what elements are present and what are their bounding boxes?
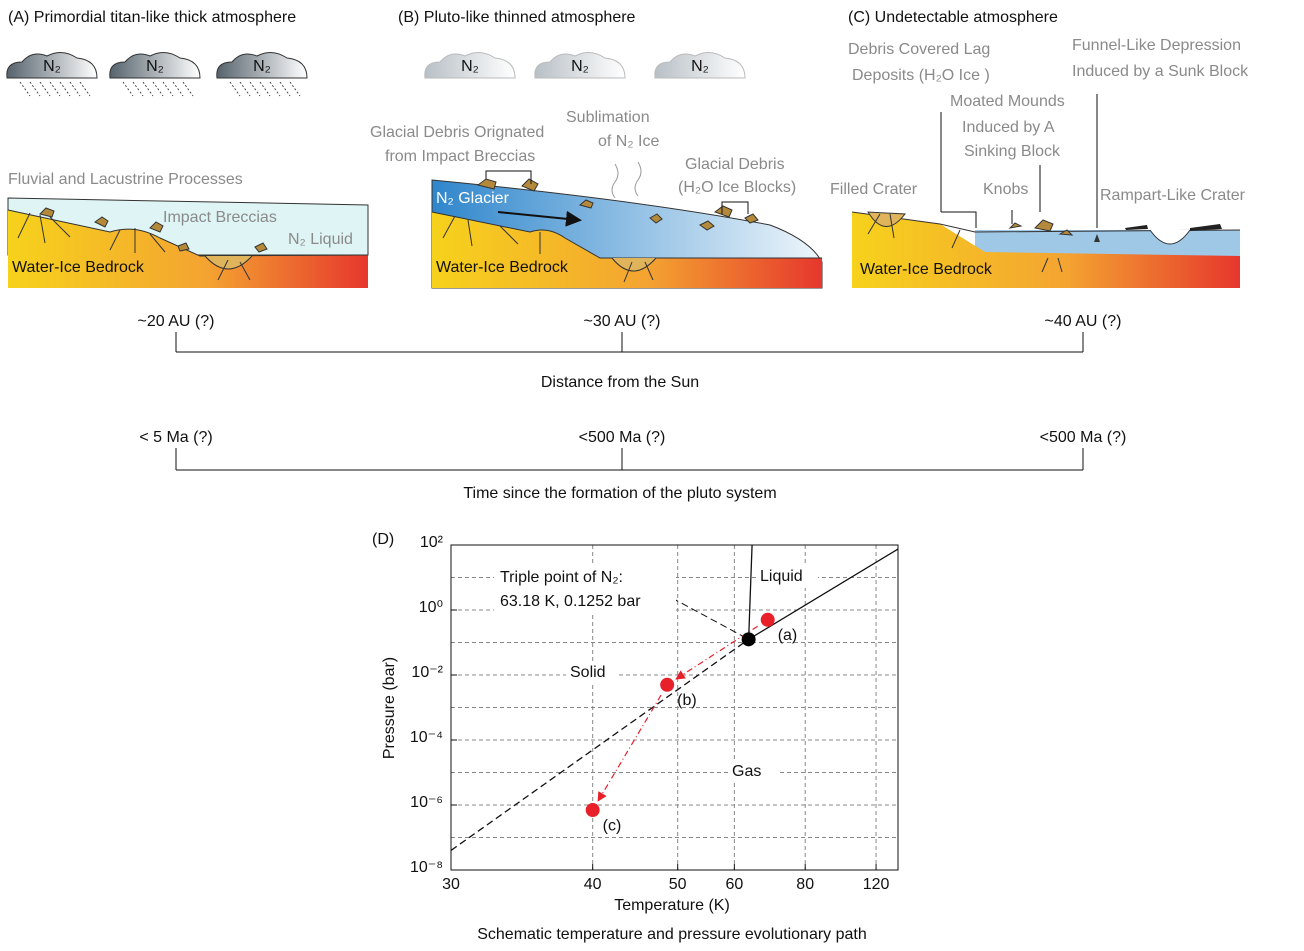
scene-label: N₂ Liquid — [288, 231, 353, 248]
data-point — [586, 803, 600, 817]
scene-label: Filled Crater — [830, 181, 918, 198]
scale-label: ~40 AU (?) — [1045, 313, 1122, 330]
rain — [60, 82, 70, 96]
cloud-label: N₂ — [571, 58, 589, 75]
scale-label: ~30 AU (?) — [584, 313, 661, 330]
scene-label: Sinking Block — [964, 143, 1061, 160]
y-tick-label: 10⁻⁸ — [410, 859, 443, 876]
data-point — [761, 613, 775, 627]
x-axis-label: Temperature (K) — [614, 897, 730, 914]
scale-title: Time since the formation of the pluto sy… — [463, 485, 776, 502]
y-tick-label: 10⁻⁶ — [410, 794, 443, 811]
y-tick-label: 10⁰ — [419, 599, 443, 616]
cloud-label: N₂ — [461, 58, 479, 75]
scene-label: Water-Ice Bedrock — [12, 259, 145, 276]
cloud-label: N₂ — [146, 58, 164, 75]
triple-point — [742, 632, 756, 646]
scene-label: Glacial Debris — [685, 156, 785, 173]
rain — [250, 82, 260, 96]
rain — [290, 82, 300, 96]
path-arrow — [599, 695, 661, 800]
rain — [260, 82, 270, 96]
scale-label: < 5 Ma (?) — [139, 429, 212, 446]
rain — [163, 82, 173, 96]
scene-label: Sublimation — [566, 109, 650, 126]
x-tick-label: 80 — [796, 876, 814, 893]
y-tick-label: 10⁻⁴ — [410, 729, 443, 746]
scene-label: Rampart-Like Crater — [1100, 187, 1246, 204]
scene-label: Induced by a Sunk Block — [1072, 63, 1249, 80]
annotation: 63.18 K, 0.1252 bar — [500, 593, 641, 610]
rain — [280, 82, 290, 96]
panel-label: (D) — [372, 531, 394, 548]
panel-title: (B) Pluto-like thinned atmosphere — [398, 9, 636, 26]
x-tick-label: 60 — [725, 876, 743, 893]
rain — [143, 82, 153, 96]
data-point — [660, 678, 674, 692]
scene-label: Deposits (H₂O Ice ) — [852, 67, 990, 84]
cloud-label: N₂ — [43, 58, 61, 75]
scene-label: Funnel-Like Depression — [1072, 37, 1241, 54]
scale-title: Distance from the Sun — [541, 374, 699, 391]
scene-label: Induced by A — [962, 119, 1055, 136]
scene-label: Debris Covered Lag — [848, 41, 990, 58]
point-label: (a) — [778, 627, 798, 644]
panel-title: (A) Primordial titan-like thick atmosphe… — [8, 9, 296, 26]
caption: Schematic temperature and pressure evolu… — [477, 926, 867, 943]
scene-label: Glacial Debris Orignated — [370, 124, 544, 141]
region-label: Gas — [732, 763, 761, 780]
region-label: Liquid — [760, 568, 803, 585]
rain — [270, 82, 280, 96]
cloud-label: N₂ — [253, 58, 271, 75]
scene-label: (H₂O Ice Blocks) — [678, 179, 796, 196]
annotation: Triple point of N₂: — [500, 569, 623, 586]
rain — [70, 82, 80, 96]
rain — [50, 82, 60, 96]
figure: (A) Primordial titan-like thick atmosphe… — [0, 0, 1304, 951]
rain — [123, 82, 133, 96]
rain — [183, 82, 193, 96]
cloud-label: N₂ — [691, 58, 709, 75]
scale-label: <500 Ma (?) — [579, 429, 666, 446]
scene-label: Impact Breccias — [163, 209, 277, 226]
y-axis-label: Pressure (bar) — [381, 657, 398, 759]
rain — [80, 82, 90, 96]
region-label: Solid — [570, 664, 606, 681]
scene-label: of N₂ Ice — [598, 133, 659, 150]
point-label: (c) — [603, 817, 622, 834]
scene-label: N₂ Glacier — [436, 190, 510, 207]
scene-label: Fluvial and Lacustrine Processes — [8, 171, 243, 188]
phase-boundary — [749, 545, 752, 639]
y-tick-label: 10² — [420, 534, 444, 551]
rain — [173, 82, 183, 96]
rain — [230, 82, 240, 96]
point-label: (b) — [677, 692, 697, 709]
panel-title: (C) Undetectable atmosphere — [848, 9, 1058, 26]
scale-label: <500 Ma (?) — [1040, 429, 1127, 446]
y-tick-label: 10⁻² — [411, 664, 443, 681]
rain — [153, 82, 163, 96]
rain — [20, 82, 30, 96]
annotation-leader — [672, 598, 749, 639]
scene-label: Knobs — [983, 181, 1028, 198]
scene-label: from Impact Breccias — [385, 148, 535, 165]
rain — [240, 82, 250, 96]
scene-label: Water-Ice Bedrock — [860, 261, 993, 278]
scene-label: Moated Mounds — [950, 93, 1065, 110]
scale-label: ~20 AU (?) — [138, 313, 215, 330]
scene-label: Water-Ice Bedrock — [436, 259, 569, 276]
x-tick-label: 120 — [863, 876, 890, 893]
rain — [133, 82, 143, 96]
x-tick-label: 30 — [442, 876, 460, 893]
rain — [30, 82, 40, 96]
x-tick-label: 50 — [669, 876, 687, 893]
x-tick-label: 40 — [584, 876, 602, 893]
rain — [40, 82, 50, 96]
